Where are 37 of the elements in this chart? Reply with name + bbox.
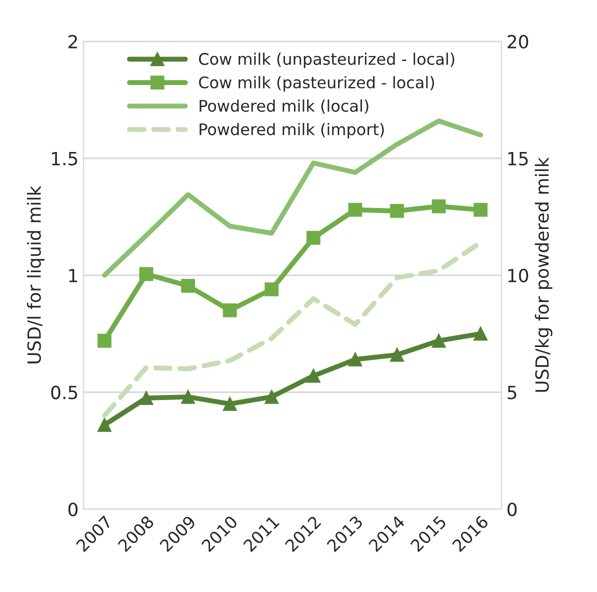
y-tick-label: 1.5: [52, 152, 78, 166]
legend-label: Cow milk (pasteurized - local): [199, 76, 434, 92]
point: [306, 368, 320, 383]
point: [474, 202, 488, 217]
point: [390, 348, 404, 362]
point: [98, 334, 112, 348]
y2-tick-label: 5: [508, 386, 516, 400]
point: [348, 202, 362, 217]
point: [264, 390, 279, 404]
legend-label: Powdered milk (local): [200, 100, 368, 114]
point: [474, 326, 488, 341]
point: [432, 334, 446, 348]
y2-axis-title: USD/kg for powdered milk: [534, 157, 552, 392]
y2-tick-label: 10: [508, 268, 528, 282]
point: [181, 278, 195, 293]
line-series: [102, 118, 484, 278]
y-tick-label: 0.5: [51, 386, 78, 400]
point: [139, 391, 154, 405]
point: [139, 267, 154, 282]
point: [432, 199, 446, 214]
legend-label: Powdered milk (import): [200, 122, 384, 138]
point: [181, 390, 195, 404]
y2-tick-label: 15: [508, 152, 528, 166]
y-tick-label: 0: [68, 502, 78, 516]
point: [348, 352, 362, 366]
y2-tick-label: 0: [508, 502, 517, 516]
legend-label: Cow milk (unpasteurized - local): [199, 52, 454, 68]
y-axis-title: USD/l for liquid milk: [26, 186, 44, 364]
point: [306, 230, 320, 245]
y-tick-label: 1: [69, 268, 78, 282]
y-tick-label: 2: [68, 34, 77, 48]
point: [98, 418, 112, 432]
point: [222, 396, 237, 411]
point: [222, 303, 237, 318]
point: [390, 204, 404, 218]
y2-tick-label: 20: [508, 34, 528, 49]
point: [264, 282, 279, 296]
